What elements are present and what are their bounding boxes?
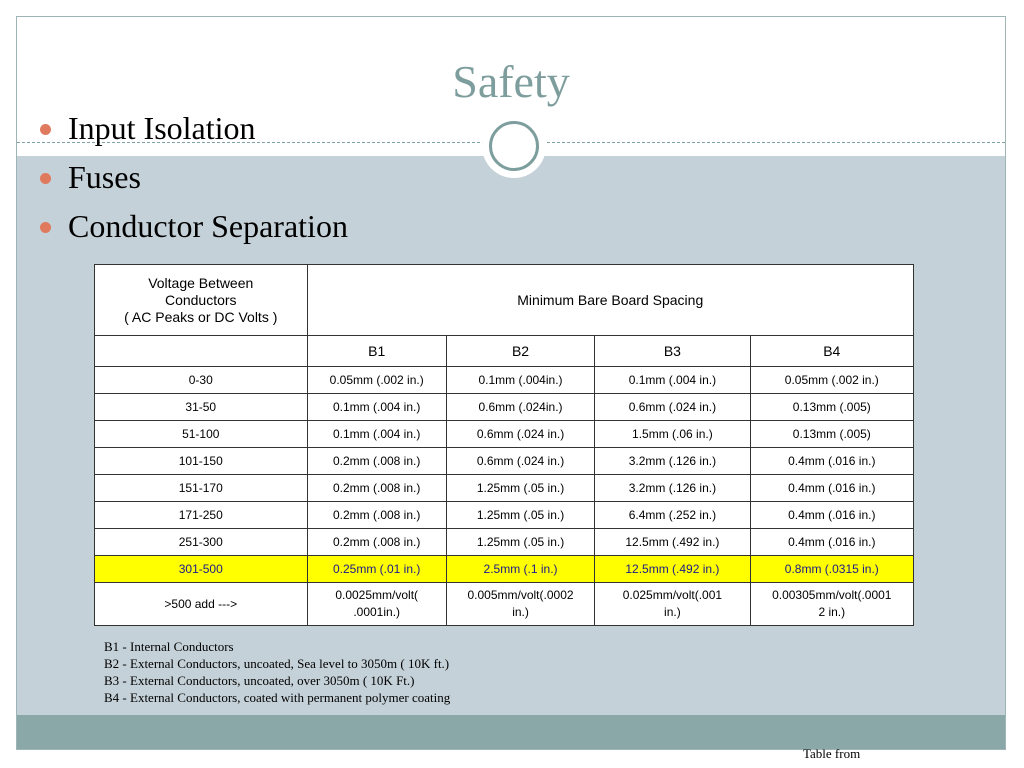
b1-cell: 0.2mm (.008 in.) — [306, 474, 447, 502]
spacing-header: Minimum Bare Board Spacing — [306, 264, 915, 336]
voltage-range-cell: 51-100 — [94, 420, 308, 448]
table-row: 101-150 0.2mm (.008 in.) 0.6mm (.024 in.… — [94, 447, 915, 475]
cell-line: 0.00305mm/volt(.0001 — [772, 588, 892, 602]
b3-cell: 6.4mm (.252 in.) — [594, 501, 751, 529]
b1-cell: 0.25mm (.01 in.) — [306, 555, 447, 583]
cell-line: 2 in.) — [818, 605, 846, 619]
column-header-b1: B1 — [306, 335, 447, 367]
cell-line: .0001in.) — [353, 605, 401, 619]
cell-line: in.) — [664, 605, 681, 619]
empty-header-cell — [94, 335, 308, 367]
b2-cell: 1.25mm (.05 in.) — [445, 528, 596, 556]
table-row: 51-100 0.1mm (.004 in.) 0.6mm (.024 in.)… — [94, 420, 915, 448]
b1-cell: 0.1mm (.004 in.) — [306, 393, 447, 421]
table-notes: B1 - Internal Conductors B2 - External C… — [104, 638, 450, 706]
b4-cell: 0.4mm (.016 in.) — [749, 501, 915, 529]
voltage-range-cell: 0-30 — [94, 366, 308, 394]
voltage-header: Voltage Between Conductors ( AC Peaks or… — [94, 264, 308, 336]
voltage-range-cell: 31-50 — [94, 393, 308, 421]
bullet-item: Fuses — [38, 159, 348, 208]
table-row: 31-50 0.1mm (.004 in.) 0.6mm (.024in.) 0… — [94, 393, 915, 421]
b4-cell: 0.00305mm/volt(.0001 2 in.) — [749, 582, 915, 626]
b3-cell: 0.6mm (.024 in.) — [594, 393, 751, 421]
b2-cell: 0.6mm (.024 in.) — [445, 447, 596, 475]
note-line: B2 - External Conductors, uncoated, Sea … — [104, 656, 450, 671]
b1-cell: 0.2mm (.008 in.) — [306, 501, 447, 529]
note-line: B4 - External Conductors, coated with pe… — [104, 690, 451, 705]
b4-cell: 0.13mm (.005) — [749, 393, 915, 421]
b3-cell: 12.5mm (.492 in.) — [594, 528, 751, 556]
b4-cell: 0.4mm (.016 in.) — [749, 447, 915, 475]
table-row: 251-300 0.2mm (.008 in.) 1.25mm (.05 in.… — [94, 528, 915, 556]
b2-cell: 1.25mm (.05 in.) — [445, 474, 596, 502]
bullet-dot-icon — [40, 173, 51, 184]
b1-cell: 0.2mm (.008 in.) — [306, 528, 447, 556]
b2-cell: 0.1mm (.004in.) — [445, 366, 596, 394]
bullet-item: Input Isolation — [38, 110, 348, 159]
bullet-text: Fuses — [68, 159, 141, 195]
b4-cell: 0.8mm (.0315 in.) — [749, 555, 915, 583]
bullet-list: Input Isolation Fuses Conductor Separati… — [38, 110, 348, 257]
voltage-range-cell: 251-300 — [94, 528, 308, 556]
column-header-b2: B2 — [445, 335, 596, 367]
bullet-dot-icon — [40, 124, 51, 135]
note-line: B3 - External Conductors, uncoated, over… — [104, 673, 415, 688]
voltage-header-line: Voltage Between — [148, 274, 254, 291]
voltage-range-cell: 101-150 — [94, 447, 308, 475]
bullet-text: Input Isolation — [68, 110, 256, 146]
b2-cell: 1.25mm (.05 in.) — [445, 501, 596, 529]
b1-cell: 0.05mm (.002 in.) — [306, 366, 447, 394]
b3-cell: 0.025mm/volt(.001 in.) — [594, 582, 751, 626]
b4-cell: 0.13mm (.005) — [749, 420, 915, 448]
b3-cell: 1.5mm (.06 in.) — [594, 420, 751, 448]
column-header-b3: B3 — [594, 335, 751, 367]
b3-cell: 3.2mm (.126 in.) — [594, 474, 751, 502]
table-row-highlighted: 301-500 0.25mm (.01 in.) 2.5mm (.1 in.) … — [94, 555, 915, 583]
b3-cell: 12.5mm (.492 in.) — [594, 555, 751, 583]
table-row: 151-170 0.2mm (.008 in.) 1.25mm (.05 in.… — [94, 474, 915, 502]
source-note: Table from — [803, 746, 861, 761]
spacing-table: Voltage Between Conductors ( AC Peaks or… — [94, 264, 915, 626]
bullet-text: Conductor Separation — [68, 208, 348, 244]
b4-cell: 0.05mm (.002 in.) — [749, 366, 915, 394]
b4-cell: 0.4mm (.016 in.) — [749, 474, 915, 502]
ring-ornament-inner — [489, 121, 539, 171]
b2-cell: 2.5mm (.1 in.) — [445, 555, 596, 583]
b1-cell: 0.0025mm/volt( .0001in.) — [306, 582, 447, 626]
slide-title: Safety — [452, 56, 570, 107]
cell-line: 0.025mm/volt(.001 — [622, 588, 723, 602]
voltage-range-cell: 151-170 — [94, 474, 308, 502]
table-column-row: B1 B2 B3 B4 — [94, 335, 915, 367]
bullet-dot-icon — [40, 222, 51, 233]
table-header-row: Voltage Between Conductors ( AC Peaks or… — [94, 264, 915, 336]
bottom-band — [17, 715, 1005, 749]
voltage-header-line: Conductors — [164, 291, 237, 308]
table-row: >500 add ---> 0.0025mm/volt( .0001in.) 0… — [94, 582, 915, 626]
cell-line: 0.005mm/volt(.0002 — [467, 588, 574, 602]
bullet-item: Conductor Separation — [38, 208, 348, 257]
b3-cell: 0.1mm (.004 in.) — [594, 366, 751, 394]
column-header-b4: B4 — [749, 335, 915, 367]
voltage-range-cell: 171-250 — [94, 501, 308, 529]
b1-cell: 0.1mm (.004 in.) — [306, 420, 447, 448]
voltage-header-line: ( AC Peaks or DC Volts ) — [124, 308, 278, 325]
table-row: 171-250 0.2mm (.008 in.) 1.25mm (.05 in.… — [94, 501, 915, 529]
b2-cell: 0.6mm (.024in.) — [445, 393, 596, 421]
voltage-range-cell: >500 add ---> — [94, 582, 308, 626]
note-line: B1 - Internal Conductors — [104, 639, 234, 654]
b4-cell: 0.4mm (.016 in.) — [749, 528, 915, 556]
cell-line: in.) — [512, 605, 529, 619]
b2-cell: 0.6mm (.024 in.) — [445, 420, 596, 448]
b1-cell: 0.2mm (.008 in.) — [306, 447, 447, 475]
voltage-range-cell: 301-500 — [94, 555, 308, 583]
b2-cell: 0.005mm/volt(.0002 in.) — [445, 582, 596, 626]
b3-cell: 3.2mm (.126 in.) — [594, 447, 751, 475]
cell-line: 0.0025mm/volt( — [335, 588, 419, 602]
table-row: 0-30 0.05mm (.002 in.) 0.1mm (.004in.) 0… — [94, 366, 915, 394]
